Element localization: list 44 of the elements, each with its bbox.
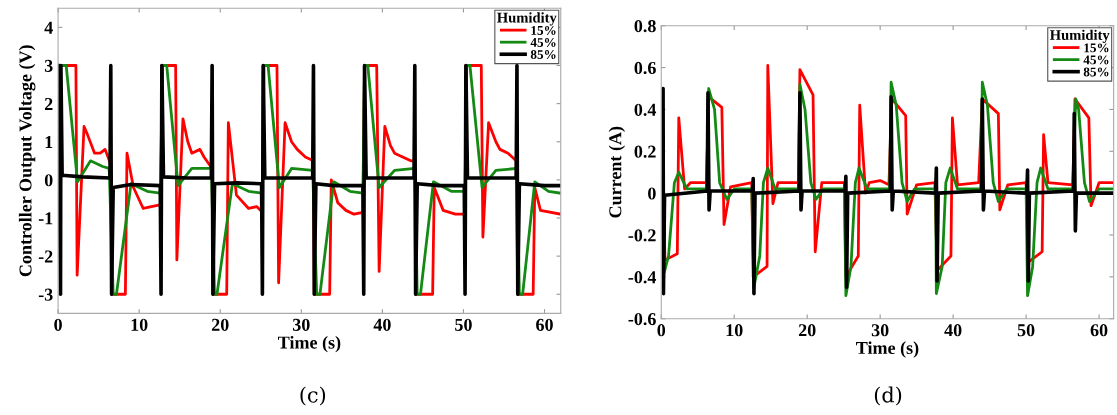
y-tick-label: 0 (44, 174, 53, 187)
x-tick-label: 60 (1090, 324, 1108, 337)
legend-label: 85% (1083, 67, 1109, 77)
y-axis-title: Current (A) (608, 126, 626, 218)
x-tick-label: 30 (871, 324, 889, 337)
y-tick-label: 0 (648, 187, 656, 200)
y-tick-label: -0.6 (628, 312, 656, 326)
x-axis-title: Time (s) (856, 341, 919, 358)
legend-label: 45% (530, 38, 556, 47)
x-tick-label: 30 (292, 318, 310, 331)
y-axis-title: Controller Output Voltage (V) (18, 45, 36, 277)
legend-title: Humidity (497, 12, 557, 26)
y-tick-label: 2 (44, 97, 53, 110)
x-tick-label: 20 (211, 318, 229, 331)
legend-title: Humidity (1049, 29, 1110, 43)
legend-label: 45% (1083, 55, 1109, 65)
y-tick-label: -3 (38, 288, 53, 301)
y-tick-label: -1 (38, 212, 53, 225)
y-tick-label: 0.6 (634, 61, 656, 75)
y-tick-label: 0.8 (634, 19, 656, 33)
y-tick-label: 4 (44, 21, 53, 34)
legend-label: 15% (1084, 43, 1109, 53)
text: (c) (300, 386, 326, 406)
text: (d) (874, 386, 902, 406)
legend-label: 85% (530, 50, 556, 60)
x-tick-label: 40 (373, 318, 391, 331)
x-tick-label: 0 (54, 318, 62, 331)
x-tick-label: 50 (455, 318, 472, 331)
y-tick-label: 3 (44, 59, 53, 72)
x-tick-label: 40 (944, 324, 962, 337)
x-tick-label: 20 (798, 324, 816, 337)
x-tick-label: 10 (726, 324, 743, 337)
legend-label: 15% (531, 25, 556, 35)
x-axis-title: Time (s) (278, 335, 341, 353)
y-tick-label: 1 (45, 136, 53, 149)
y-tick-label: -2 (38, 250, 53, 263)
x-tick-label: 0 (657, 324, 666, 337)
y-tick-label: -0.2 (628, 229, 656, 242)
y-tick-label: 0.4 (634, 103, 657, 116)
x-tick-label: 50 (1017, 324, 1035, 337)
x-tick-label: 10 (131, 318, 148, 331)
y-tick-label: -0.4 (628, 271, 657, 284)
x-tick-label: 60 (536, 318, 553, 331)
y-tick-label: 0.2 (634, 145, 656, 158)
